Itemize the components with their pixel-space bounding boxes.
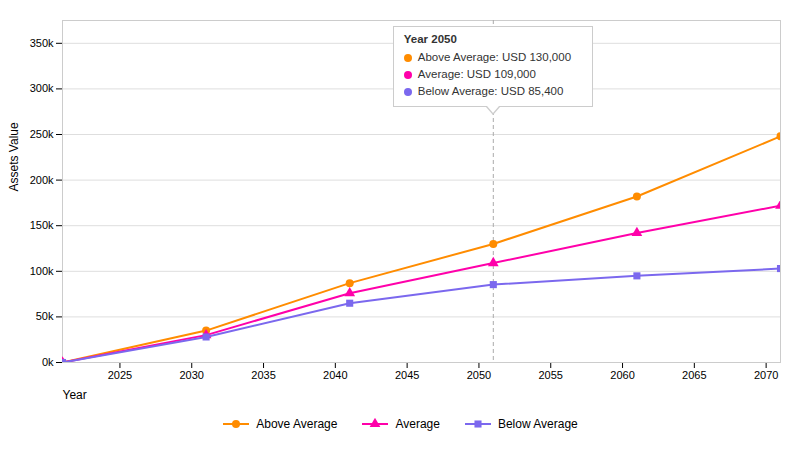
svg-text:100k: 100k [30,265,54,277]
html-text:Average: Average [395,417,440,431]
svg-text:2070: 2070 [754,369,778,381]
svg-text:2065: 2065 [682,369,706,381]
svg-text:350k: 350k [30,37,54,49]
html-text:Year 2050: Year 2050 [403,33,457,45]
svg-text:250k: 250k [30,128,54,140]
html-text:Above Average: Above Average [256,417,338,431]
svg-text:300k: 300k [30,82,54,94]
svg-text:150k: 150k [30,219,54,231]
html-text:Below Average: Below Average [497,417,578,431]
html-text:Below Average: USD 85,400: Below Average: USD 85,400 [417,85,564,97]
svg-text:Assets Value: Assets Value [7,122,21,191]
svg-text:2050: 2050 [467,369,491,381]
svg-text:2045: 2045 [395,369,419,381]
html-text:Above Average: USD 130,000: Above Average: USD 130,000 [417,51,571,63]
svg-text:0k: 0k [42,356,54,368]
svg-text:2055: 2055 [538,369,562,381]
svg-text:Year: Year [63,388,87,402]
svg-text:2025: 2025 [108,369,132,381]
svg-text:200k: 200k [30,174,54,186]
svg-text:50k: 50k [36,310,54,322]
svg-text:2030: 2030 [179,369,203,381]
html-text:Average: USD 109,000: Average: USD 109,000 [417,68,536,80]
svg-text:2060: 2060 [610,369,634,381]
svg-text:2035: 2035 [251,369,275,381]
svg-text:2040: 2040 [323,369,347,381]
